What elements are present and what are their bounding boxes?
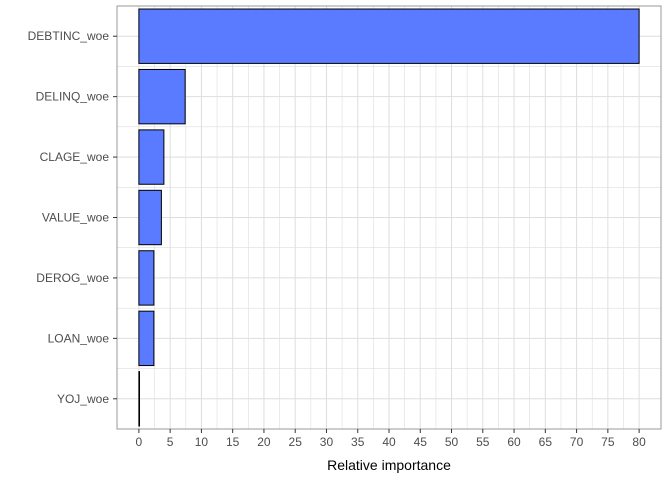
bar bbox=[138, 129, 165, 185]
y-tick-label: DEBTINC_woe bbox=[28, 29, 110, 43]
bar bbox=[138, 189, 162, 246]
x-tick-label: 0 bbox=[136, 435, 143, 449]
bar bbox=[138, 371, 141, 427]
y-tick-label: LOAN_woe bbox=[48, 331, 110, 345]
x-tick-label: 60 bbox=[507, 435, 521, 449]
x-tick-label: 65 bbox=[539, 435, 553, 449]
x-tick-label: 25 bbox=[289, 435, 303, 449]
x-tick-label: 5 bbox=[167, 435, 174, 449]
y-tick-label: YOJ_woe bbox=[57, 392, 109, 406]
bar bbox=[138, 250, 155, 306]
grid bbox=[117, 6, 661, 429]
x-tick-label: 10 bbox=[195, 435, 209, 449]
x-tick-label: 50 bbox=[445, 435, 459, 449]
x-tick-label: 35 bbox=[351, 435, 365, 449]
y-axis: DEBTINC_woe DELINQ_woe CLAGE_woe VALUE_woe D… bbox=[28, 29, 117, 406]
bars bbox=[138, 8, 640, 427]
x-tick-label: 80 bbox=[632, 435, 646, 449]
x-tick-label: 55 bbox=[476, 435, 490, 449]
x-axis-title: Relative importance bbox=[327, 457, 451, 473]
bar bbox=[138, 310, 155, 367]
x-axis: 0 5 10 15 20 25 30 35 40 45 50 55 60 65 70 75 80 bbox=[136, 429, 646, 449]
x-tick-label: 70 bbox=[570, 435, 584, 449]
x-tick-label: 45 bbox=[414, 435, 428, 449]
y-tick-label: DELINQ_woe bbox=[36, 90, 110, 104]
x-tick-label: 20 bbox=[257, 435, 271, 449]
bar bbox=[138, 8, 640, 64]
bar bbox=[138, 68, 186, 125]
x-tick-label: 40 bbox=[382, 435, 396, 449]
x-tick-label: 15 bbox=[226, 435, 240, 449]
x-tick-label: 30 bbox=[320, 435, 334, 449]
y-tick-label: VALUE_woe bbox=[42, 211, 109, 225]
x-tick-label: 75 bbox=[601, 435, 615, 449]
y-tick-label: DEROG_woe bbox=[36, 271, 109, 285]
y-tick-label: CLAGE_woe bbox=[40, 150, 110, 164]
